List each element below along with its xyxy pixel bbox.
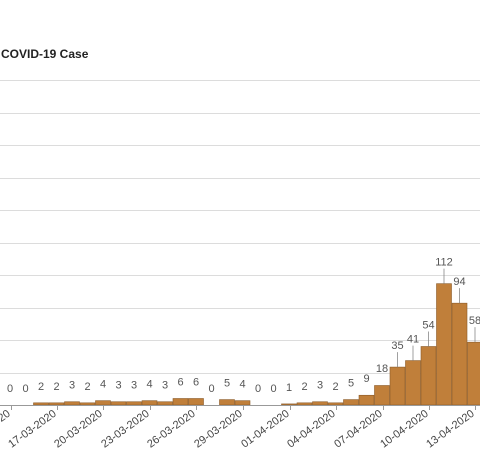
x-tick-label-4: 23-03-2020 (99, 408, 152, 451)
bar-20 (296, 402, 313, 406)
x-axis-ticks: 13-03-202017-03-202020-03-202023-03-2020… (0, 405, 480, 451)
x-tick-label-10: 10-04-2020 (378, 408, 431, 451)
data-label-5: 3 (69, 380, 75, 392)
bar-22 (327, 402, 344, 406)
data-label-19: 1 (286, 382, 292, 394)
bar-11 (157, 401, 173, 406)
bar-16 (234, 400, 251, 406)
data-label-8: 3 (115, 380, 121, 392)
data-label-9: 3 (131, 380, 137, 392)
data-label-7: 4 (100, 379, 106, 391)
data-label-27: 41 (407, 334, 419, 346)
data-label-17: 0 (255, 383, 261, 395)
bars (33, 283, 480, 406)
bar-6 (79, 402, 96, 406)
data-label-2: 0 (22, 383, 28, 395)
data-label-6: 2 (84, 381, 90, 393)
data-label-11: 3 (162, 380, 168, 392)
data-label-31: 58 (469, 315, 480, 327)
data-label-1: 0 (7, 383, 13, 395)
chart-title: COVID-19 Case (1, 47, 89, 61)
grid-lines (0, 80, 480, 406)
bar-21 (312, 401, 328, 406)
data-label-13: 6 (193, 376, 199, 388)
data-label-28: 54 (422, 320, 434, 332)
data-label-16: 4 (239, 379, 245, 391)
x-tick-label-3: 20-03-2020 (52, 408, 105, 451)
bar-10 (141, 400, 158, 406)
data-label-14: 0 (208, 383, 214, 395)
bar-7 (95, 400, 111, 406)
x-tick-label-6: 29-03-2020 (192, 408, 245, 451)
x-tick-label-7: 01-04-2020 (239, 408, 292, 451)
x-tick-label-5: 26-03-2020 (145, 408, 198, 451)
bar-5 (64, 401, 80, 406)
data-label-22: 2 (332, 381, 338, 393)
bar-29 (436, 283, 452, 406)
data-label-30: 94 (453, 276, 465, 288)
bar-31 (467, 341, 480, 406)
data-label-18: 0 (270, 383, 276, 395)
bar-19 (281, 403, 297, 406)
bar-26 (389, 366, 406, 406)
bar-27 (405, 360, 421, 406)
data-label-12: 6 (177, 376, 183, 388)
data-label-25: 18 (376, 363, 388, 375)
bar-24 (358, 394, 375, 406)
data-label-4: 2 (53, 381, 59, 393)
bar-3 (33, 402, 49, 406)
data-label-3: 2 (38, 381, 44, 393)
data-label-29: 112 (435, 257, 453, 269)
data-label-10: 4 (146, 379, 152, 391)
bar-30 (451, 302, 468, 406)
data-label-21: 3 (317, 380, 323, 392)
data-label-23: 5 (348, 378, 354, 390)
data-label-15: 5 (224, 378, 230, 390)
x-tick-label-2: 17-03-2020 (6, 408, 59, 451)
bar-12 (172, 398, 189, 406)
bar-28 (420, 346, 437, 406)
bar-13 (188, 398, 204, 406)
bar-25 (374, 385, 390, 406)
bar-15 (219, 399, 235, 406)
bar-9 (126, 401, 142, 406)
x-tick-label-8: 04-04-2020 (285, 408, 338, 451)
bar-8 (110, 401, 127, 406)
data-label-24: 9 (363, 373, 369, 385)
bar-4 (48, 402, 65, 406)
data-labels: 0002232433436605400123259183541541129458… (7, 257, 480, 395)
x-tick-label-11: 13-04-2020 (424, 408, 477, 451)
data-label-26: 35 (391, 340, 403, 352)
data-label-20: 2 (301, 381, 307, 393)
bar-23 (343, 399, 359, 406)
x-tick-label-9: 07-04-2020 (332, 408, 385, 451)
